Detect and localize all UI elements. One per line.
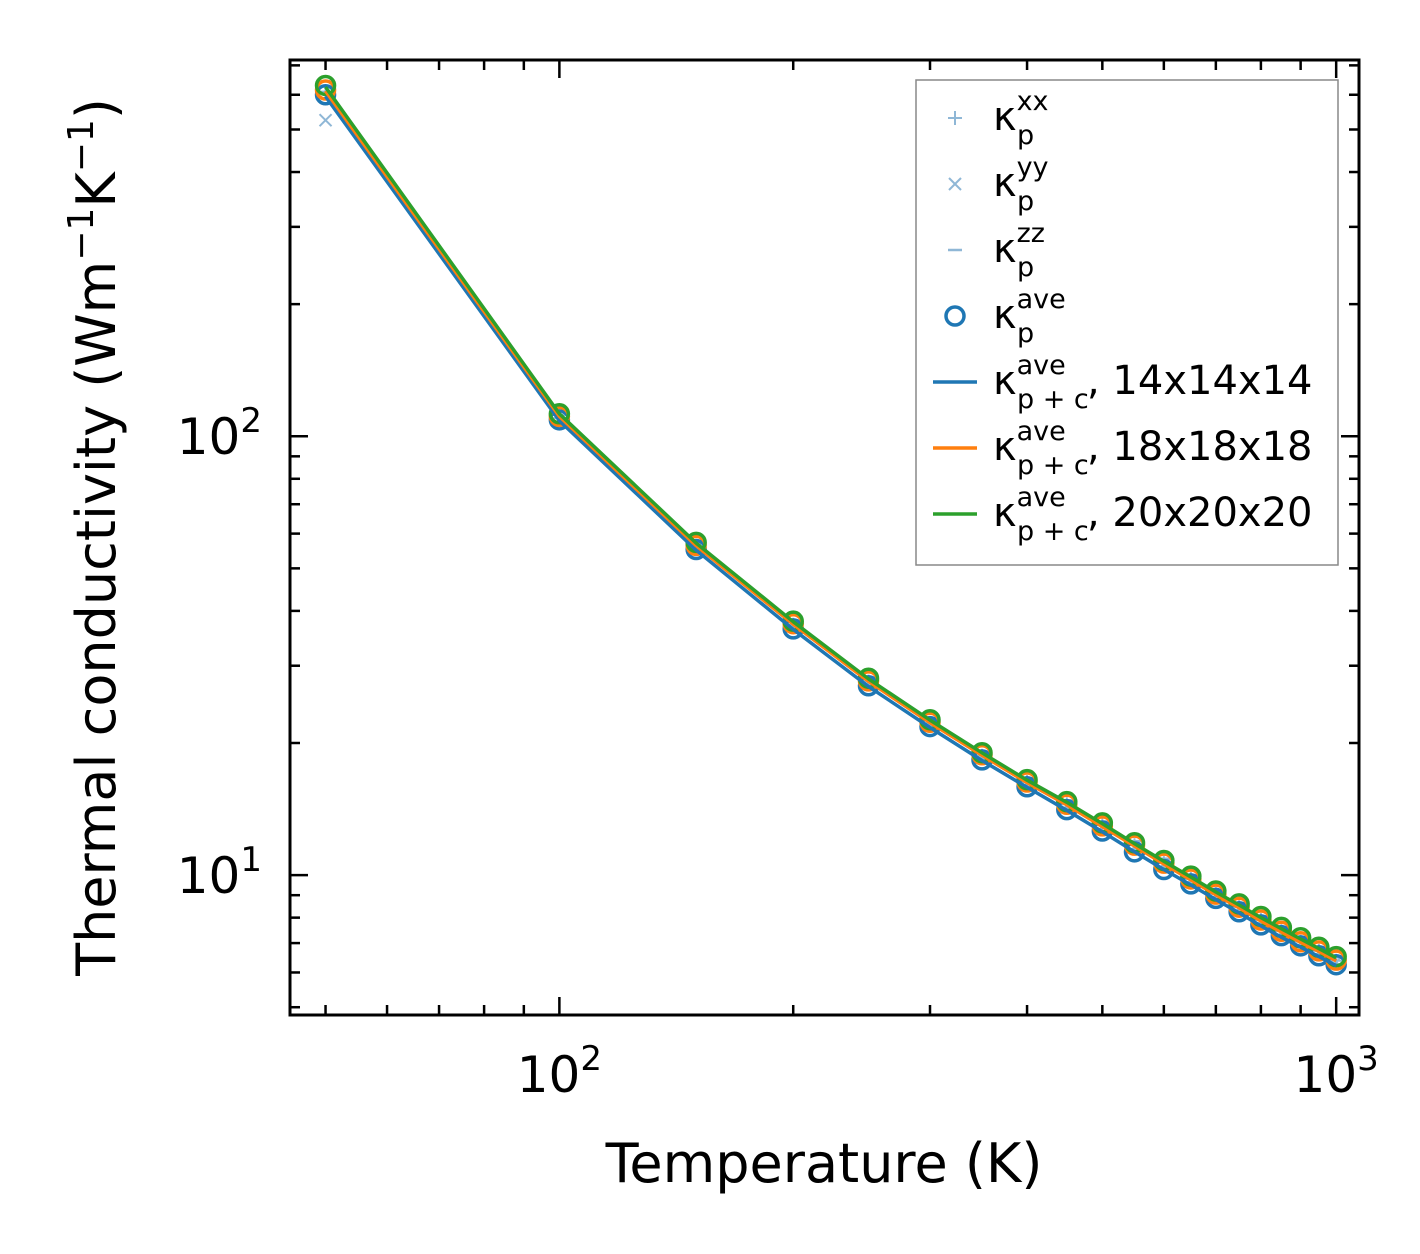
legend-symbol: κ (993, 160, 1017, 206)
legend-subscript: p (1017, 318, 1034, 349)
legend-symbol: κ (993, 94, 1017, 140)
x-axis-label: Temperature (K) (605, 1132, 1043, 1195)
y-tick-label: 101 (177, 840, 262, 905)
x-tick-label-base: 10 (1294, 1046, 1358, 1104)
kappa-ave-marker (314, 74, 337, 97)
legend-label: κave p + c, 14x14x14 (993, 350, 1312, 415)
y-tick-label-base: 10 (177, 408, 241, 466)
legend-suffix: , 14x14x14 (1087, 358, 1312, 404)
legend-symbol: κ (993, 226, 1017, 272)
legend-superscript: zz (1017, 218, 1045, 249)
x-tick-label-exp: 2 (580, 1039, 602, 1079)
x-tick-label-base: 10 (517, 1046, 581, 1104)
y-axis-label-close: ) (65, 98, 128, 119)
x-tick-label: 103 (1294, 1039, 1379, 1104)
legend-label: κave p (993, 284, 1066, 349)
series-line-18x18x18 (324, 89, 1338, 963)
y-axis-label-exp2: −1 (61, 119, 102, 172)
legend-superscript: ave (1017, 482, 1066, 513)
legend-box (915, 79, 1339, 566)
legend-subscript: p + c (1017, 450, 1089, 481)
x-tick-label-exp: 3 (1357, 1039, 1379, 1079)
series-line-14x14x14 (324, 95, 1338, 968)
legend-subscript: p + c (1017, 516, 1089, 547)
y-axis-label: Thermal conductivity (Wm−1K−1) (61, 98, 128, 977)
legend-subscript: p + c (1017, 384, 1089, 415)
legend-symbol: κ (993, 424, 1017, 470)
y-tick-label: 102 (177, 401, 262, 466)
legend-marker (948, 177, 962, 191)
kappa-yy-marker (318, 113, 333, 127)
y-axis-label-k: K (65, 171, 128, 208)
legend-superscript: yy (1017, 152, 1049, 183)
legend-symbol: κ (993, 358, 1017, 404)
legend-symbol: κ (993, 490, 1017, 536)
y-tick-label-exp: 2 (240, 401, 262, 441)
legend-superscript: ave (1017, 350, 1066, 381)
legend-subscript: p (1017, 186, 1034, 217)
legend-label: κzz p (993, 218, 1045, 283)
legend-symbol: κ (993, 292, 1017, 338)
legend-superscript: ave (1017, 416, 1066, 447)
legend-superscript: ave (1017, 284, 1066, 315)
axis-ticks (290, 60, 1359, 1015)
legend-label: κyy p (993, 152, 1049, 217)
series-lines (324, 85, 1338, 968)
legend-suffix: , 20x20x20 (1087, 490, 1312, 536)
legend-label: κave p + c, 18x18x18 (993, 416, 1312, 481)
y-axis-label-main: Thermal conductivity (Wm (65, 261, 128, 977)
legend-superscript: xx (1017, 86, 1049, 117)
legend-subscript: p (1017, 252, 1034, 283)
legend-label: κxx p (993, 86, 1049, 151)
legend-subscript: p (1017, 120, 1034, 151)
series-line-20x20x20 (324, 85, 1338, 960)
y-tick-label-exp: 1 (240, 840, 262, 880)
legend-marker (944, 305, 966, 327)
legend-suffix: , 18x18x18 (1087, 424, 1312, 470)
legend-marker (948, 111, 962, 125)
plot-frame (288, 58, 1361, 1017)
legend-label: κave p + c, 20x20x20 (993, 482, 1312, 547)
y-tick-label-base: 10 (177, 847, 241, 905)
x-tick-label: 102 (517, 1039, 602, 1104)
y-axis-label-exp1: −1 (61, 208, 102, 261)
